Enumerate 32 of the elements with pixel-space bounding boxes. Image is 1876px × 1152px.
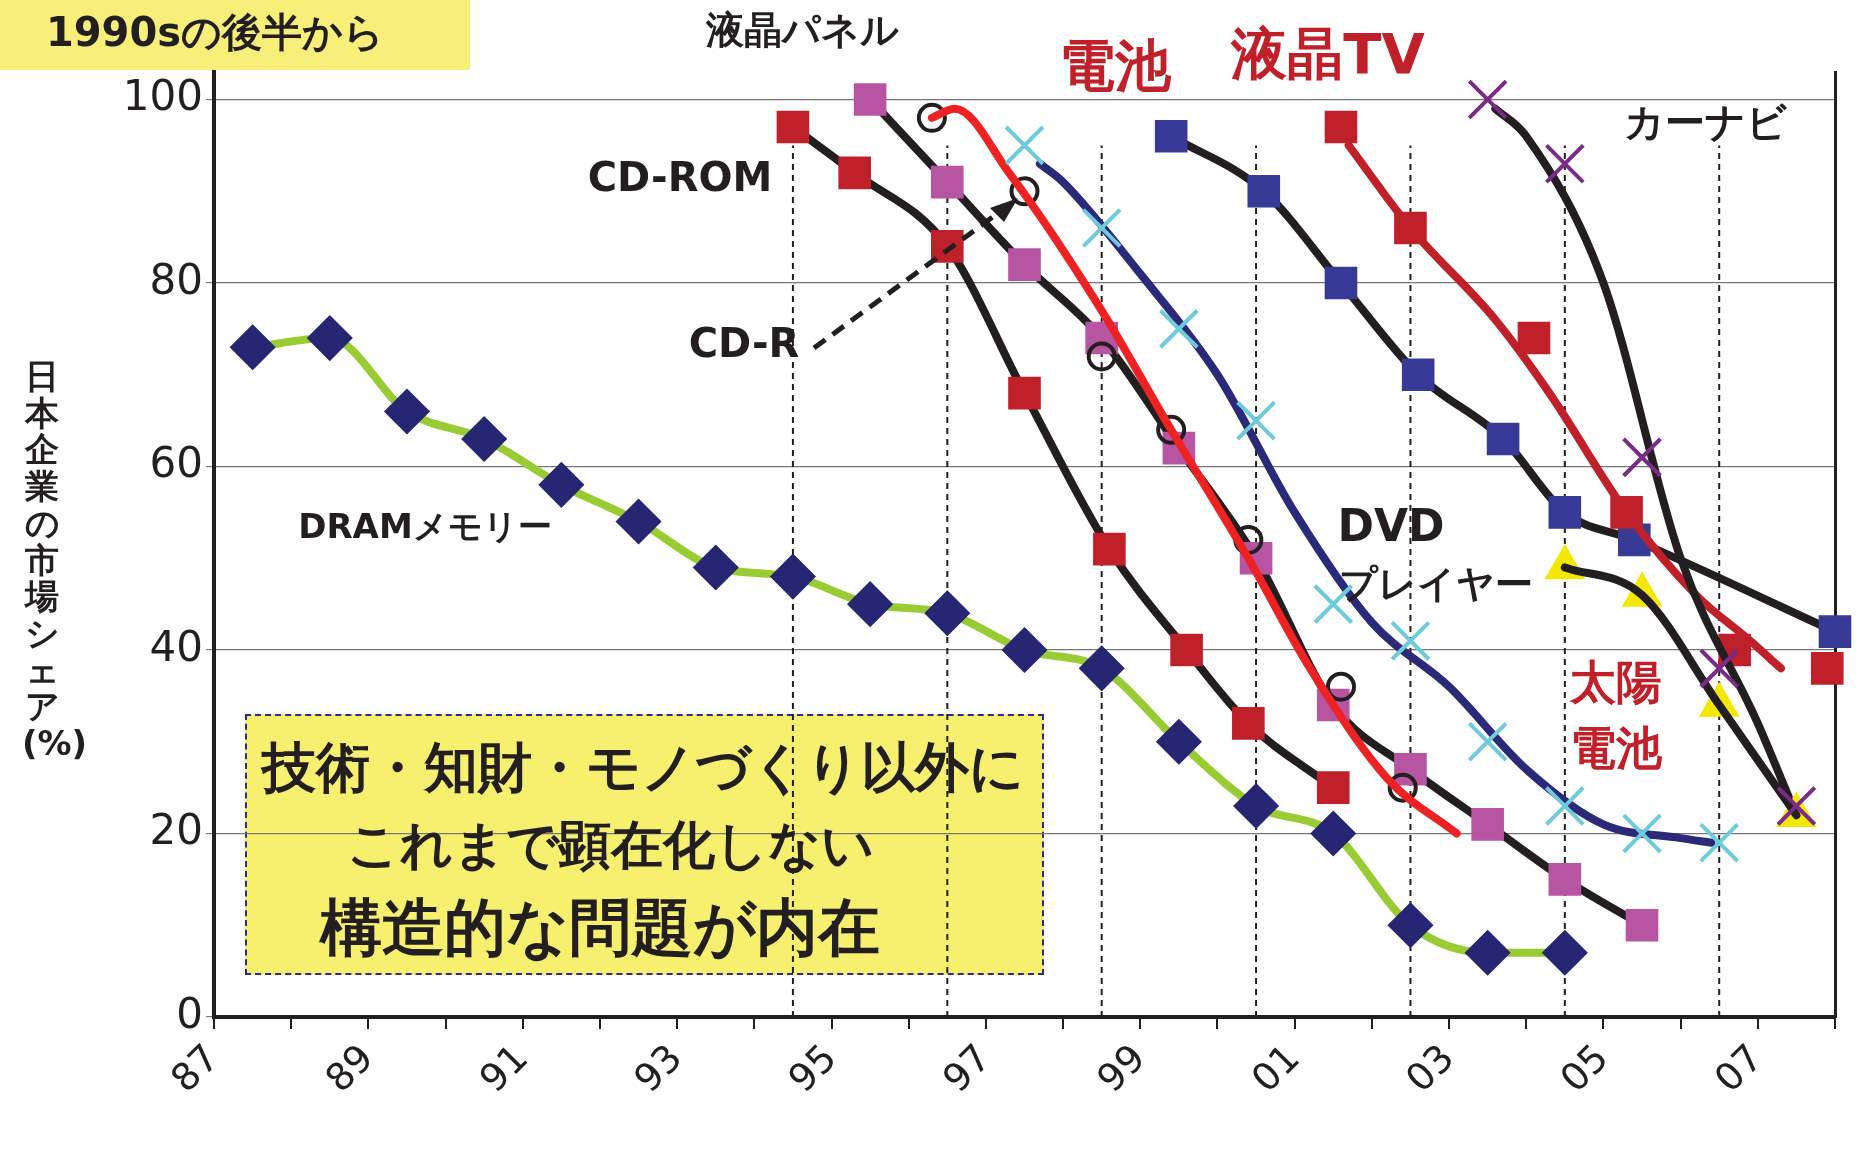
x-tick-label: 03 [1397, 1035, 1463, 1101]
annotation: 液晶TV [1231, 21, 1425, 86]
annotation: 太陽 [1570, 655, 1662, 709]
annotation: DVD [1337, 500, 1445, 551]
y-tick-label: 40 [149, 621, 203, 671]
y-tick-label: 60 [149, 438, 203, 488]
x-tick-label: 99 [1088, 1035, 1154, 1101]
x-tick-label: 05 [1551, 1035, 1617, 1101]
x-tick-label: 93 [625, 1035, 691, 1101]
x-tick-label: 07 [1705, 1035, 1772, 1101]
x-tick-label: 91 [470, 1035, 537, 1101]
text: 日本企業の市場シェア(%) [22, 356, 88, 764]
text: 液晶パネル [705, 8, 899, 52]
y-tick-label: 0 [176, 988, 203, 1038]
annotation: CD-ROM [587, 154, 773, 200]
y-tick-label: 80 [149, 254, 203, 304]
annotation: これまで顕在化しない [346, 815, 874, 875]
x-tick-label: 89 [316, 1035, 382, 1101]
annotation: 構造的な問題が内在 [320, 891, 880, 964]
annotation: 電池 [1570, 721, 1662, 775]
x-tick-label: 97 [933, 1035, 1000, 1101]
y-tick-label: 100 [122, 71, 203, 121]
y-tick-label: 20 [149, 805, 203, 855]
annotation: カーナビ [1623, 99, 1787, 145]
text: 1990sの後半から [45, 9, 385, 55]
x-tick-label: 87 [162, 1035, 228, 1101]
annotation: DRAMメモリー [298, 506, 552, 546]
x-tick-label: 01 [1242, 1035, 1309, 1101]
x-tick-label: 95 [779, 1035, 845, 1101]
annotation: CD-R [688, 320, 800, 366]
annotation: 技術・知財・モノづくり以外に [262, 736, 1024, 799]
annotation: 電池 [1059, 33, 1171, 98]
